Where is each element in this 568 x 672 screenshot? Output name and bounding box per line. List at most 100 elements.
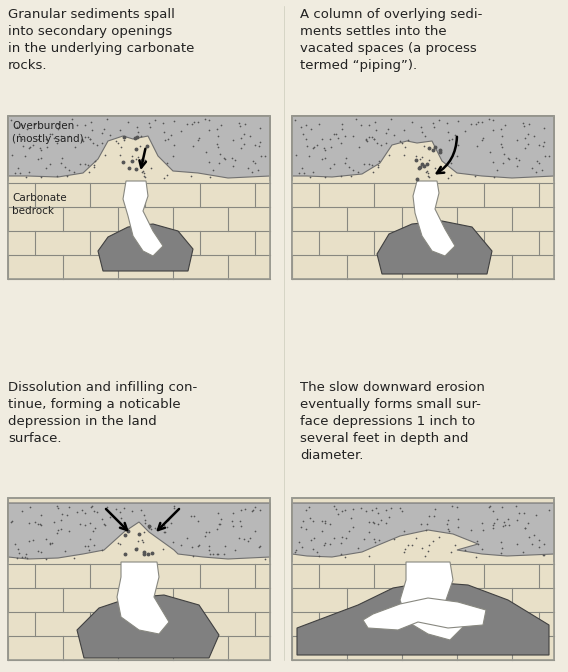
Point xyxy=(472,119,481,130)
Point xyxy=(28,535,37,546)
Point xyxy=(349,164,358,175)
Point xyxy=(425,539,434,550)
Point xyxy=(341,551,350,562)
Point xyxy=(395,503,404,513)
Point xyxy=(512,153,521,163)
Point xyxy=(478,517,487,528)
Point xyxy=(337,124,346,135)
Point xyxy=(170,503,179,513)
Point xyxy=(349,504,358,515)
Point xyxy=(485,113,494,124)
Point xyxy=(321,153,330,163)
Point xyxy=(373,159,382,170)
Point xyxy=(336,170,345,181)
Point xyxy=(260,553,269,564)
Polygon shape xyxy=(117,562,169,634)
Point xyxy=(318,134,327,144)
Point xyxy=(524,119,533,130)
Point xyxy=(365,517,374,528)
Point xyxy=(417,542,427,553)
Point xyxy=(133,152,143,163)
Point xyxy=(424,155,433,166)
Point xyxy=(544,151,553,161)
Point xyxy=(135,140,144,151)
Point xyxy=(214,158,223,169)
Point xyxy=(14,548,23,558)
Point xyxy=(329,129,339,140)
Point xyxy=(41,162,51,173)
Point xyxy=(240,129,249,140)
Bar xyxy=(8,116,270,279)
Point xyxy=(137,167,147,177)
Point xyxy=(478,525,487,536)
Point xyxy=(512,500,521,511)
Point xyxy=(472,140,481,151)
Point xyxy=(7,150,16,161)
Point xyxy=(397,506,406,517)
Point xyxy=(161,526,170,537)
Polygon shape xyxy=(77,595,219,658)
Point xyxy=(79,135,88,146)
Point xyxy=(22,548,31,559)
Point xyxy=(421,167,431,177)
Point xyxy=(20,151,30,161)
Point xyxy=(540,122,549,133)
Point xyxy=(53,137,62,148)
Point xyxy=(498,501,507,512)
Point xyxy=(411,151,420,161)
Point xyxy=(529,530,538,540)
Point xyxy=(498,158,507,169)
Point xyxy=(295,167,304,178)
Text: Dissolution and infilling con-
tinue, forming a noticable
depression in the land: Dissolution and infilling con- tinue, fo… xyxy=(8,381,197,445)
Point xyxy=(341,158,350,169)
Polygon shape xyxy=(292,503,554,557)
Point xyxy=(164,134,173,144)
Point xyxy=(22,553,31,564)
Point xyxy=(312,140,321,151)
Point xyxy=(133,543,142,554)
Point xyxy=(14,163,23,173)
Point xyxy=(529,131,538,142)
Point xyxy=(488,520,498,531)
Point xyxy=(421,525,431,536)
Point xyxy=(356,120,365,130)
Point xyxy=(306,171,315,182)
Point xyxy=(87,125,97,136)
Point xyxy=(429,535,438,546)
Point xyxy=(351,114,360,125)
Point xyxy=(151,115,160,126)
Point xyxy=(31,516,40,527)
Point xyxy=(49,133,59,144)
Bar xyxy=(292,562,554,660)
Point xyxy=(245,533,254,544)
Point xyxy=(373,519,382,530)
Point xyxy=(57,509,66,519)
Point xyxy=(194,515,203,526)
Point xyxy=(512,515,521,526)
Point xyxy=(360,159,369,169)
Point xyxy=(471,171,480,181)
Point xyxy=(490,172,499,183)
Point xyxy=(102,501,111,512)
Point xyxy=(19,140,28,151)
Point xyxy=(212,138,222,149)
Point xyxy=(356,503,365,513)
Point xyxy=(36,144,45,155)
Point xyxy=(7,114,16,125)
Point xyxy=(348,130,357,141)
Point xyxy=(235,532,244,543)
Point xyxy=(446,169,456,180)
Point xyxy=(466,118,475,129)
Point xyxy=(194,132,203,143)
Point xyxy=(201,530,210,541)
Point xyxy=(70,167,79,177)
Point xyxy=(127,151,136,161)
Point xyxy=(158,117,168,128)
Point xyxy=(100,519,109,530)
Point xyxy=(524,532,533,542)
Point xyxy=(397,138,406,149)
Point xyxy=(42,133,51,144)
Point xyxy=(337,119,346,130)
Point xyxy=(370,134,379,145)
Point xyxy=(139,527,148,538)
